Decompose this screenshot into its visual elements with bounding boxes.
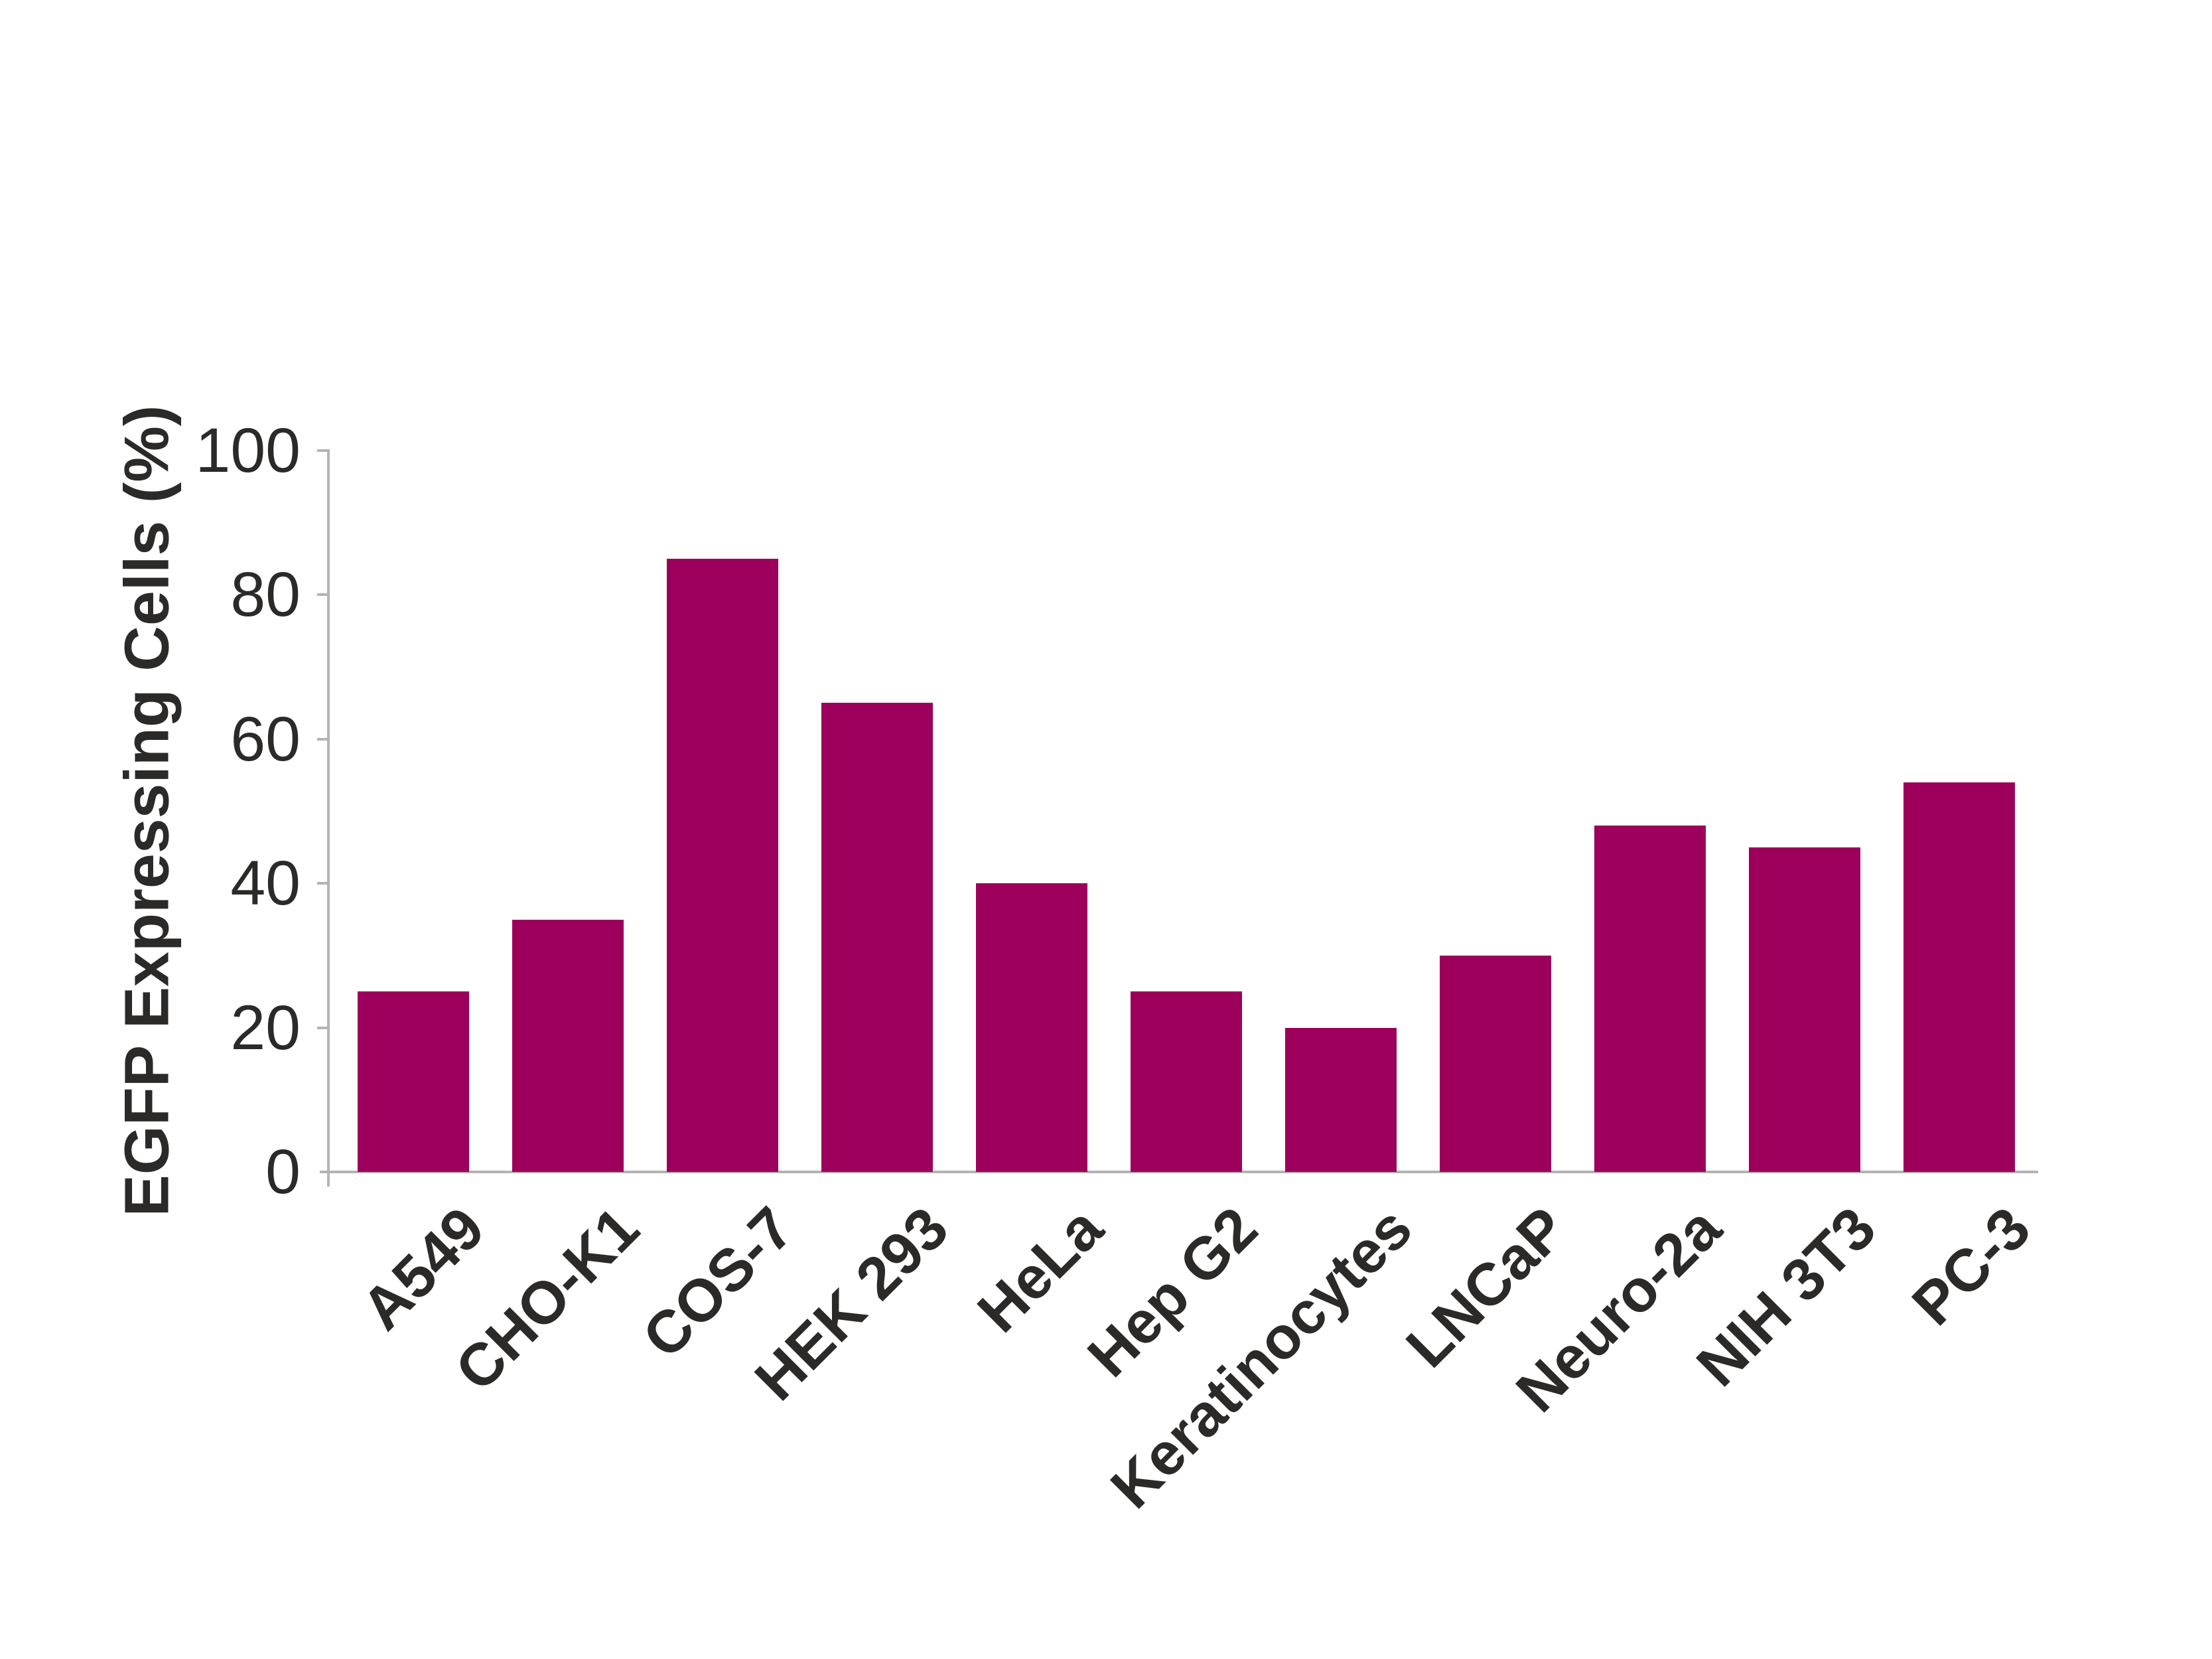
bar-hek-293	[821, 703, 933, 1172]
bar-keratinocytes	[1285, 1027, 1397, 1172]
bar-hela	[976, 883, 1087, 1172]
y-tick-mark-40	[317, 882, 327, 885]
bar-a549	[358, 991, 469, 1172]
y-tick-label-100: 100	[195, 415, 301, 486]
x-label-pc-3: PC-3	[1900, 1194, 2043, 1338]
y-tick-label-60: 60	[230, 703, 301, 774]
y-tick-mark-60	[317, 737, 327, 741]
y-tick-label-0: 0	[265, 1137, 301, 1207]
y-tick-label-80: 80	[230, 559, 301, 630]
bar-hep-g2	[1131, 991, 1242, 1172]
bar-neuro-2a	[1594, 826, 1706, 1172]
y-tick-mark-100	[317, 449, 327, 452]
bar-pc-3	[1903, 782, 2015, 1172]
bar-lncap	[1440, 955, 1551, 1172]
y-tick-mark-20	[317, 1026, 327, 1029]
bar-cho-k1	[512, 919, 624, 1172]
y-tick-mark-80	[317, 593, 327, 597]
y-tick-label-40: 40	[230, 848, 301, 919]
y-axis-line	[327, 449, 330, 1187]
bar-nih-3t3	[1749, 847, 1860, 1172]
x-axis-line	[320, 1171, 2038, 1173]
x-label-a549: A549	[349, 1194, 498, 1343]
y-tick-label-20: 20	[230, 992, 301, 1063]
y-axis-title: EGFP Expressing Cells (%)	[111, 405, 182, 1217]
bar-cos-7	[667, 559, 778, 1172]
